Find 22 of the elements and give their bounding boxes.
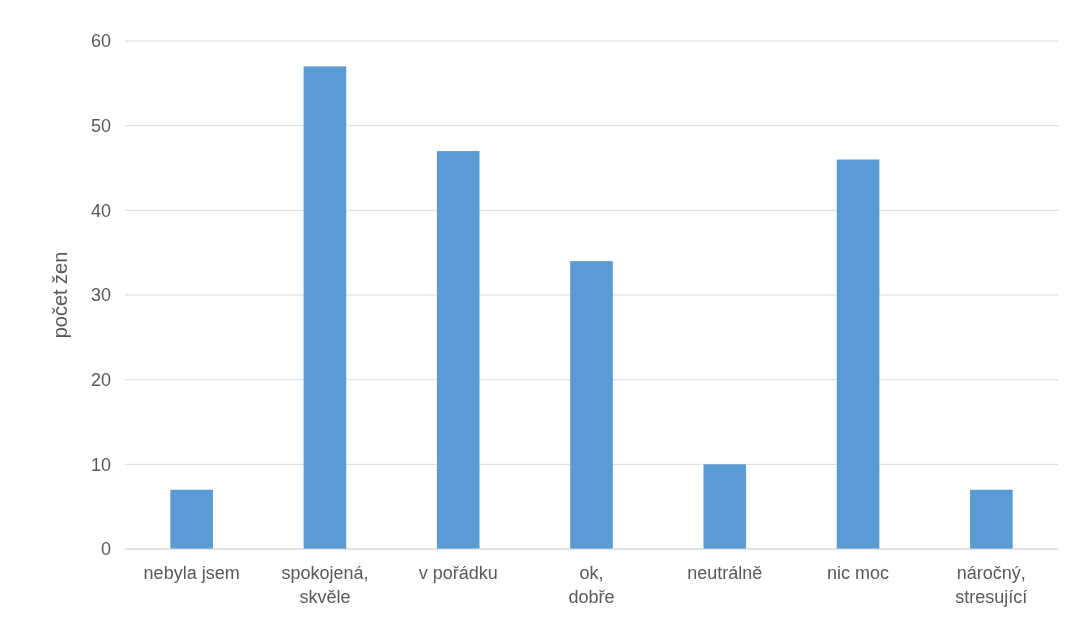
y-axis-title: počet žen: [49, 251, 71, 339]
x-tick-label: v pořádku: [418, 563, 498, 583]
y-tick-label: 40: [90, 200, 111, 221]
bar: [303, 66, 347, 549]
x-tick-label: nebyla jsem: [143, 563, 240, 583]
bar: [570, 261, 613, 549]
y-tick-label: 0: [100, 539, 111, 560]
bar: [170, 489, 213, 549]
bar: [970, 489, 1013, 549]
bar: [836, 159, 880, 549]
x-tick-label: ok, dobře: [568, 563, 615, 607]
bar: [703, 464, 747, 549]
y-tick-label: 60: [90, 31, 111, 52]
bar: [436, 151, 480, 549]
x-tick-label: náročný, stresující: [955, 563, 1028, 607]
y-tick-label: 30: [90, 285, 111, 306]
x-tick-label: nic moc: [827, 563, 890, 583]
y-tick-label: 10: [90, 454, 111, 475]
y-tick-label: 20: [90, 369, 111, 390]
y-tick-label: 50: [90, 115, 111, 136]
x-tick-label: spokojená, skvěle: [281, 563, 369, 607]
x-tick-label: neutrálně: [687, 563, 763, 583]
